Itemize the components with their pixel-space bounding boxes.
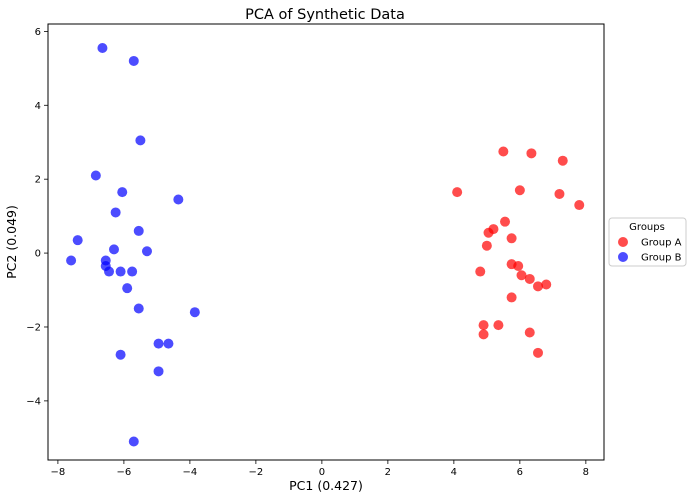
data-point-group-b — [115, 349, 126, 360]
legend-label-group-b: Group B — [641, 253, 682, 264]
plot-area — [47, 23, 605, 461]
data-point-group-b — [108, 244, 119, 255]
data-point-group-a — [475, 266, 486, 277]
y-tick-label: −2 — [26, 322, 41, 333]
data-point-group-a — [557, 155, 568, 166]
data-point-group-a — [554, 188, 565, 199]
data-point-group-a — [533, 281, 544, 292]
data-point-group-a — [506, 233, 517, 244]
data-point-group-b — [122, 283, 133, 294]
y-tick-label: 6 — [35, 27, 41, 38]
data-point-group-b — [97, 43, 108, 54]
y-tick-label: −4 — [26, 396, 41, 407]
data-point-group-a — [506, 292, 517, 303]
chart-title: PCA of Synthetic Data — [245, 7, 405, 23]
x-tick-label: 6 — [517, 467, 523, 478]
data-point-group-a — [526, 148, 537, 159]
data-point-group-a — [483, 227, 494, 238]
data-point-group-a — [478, 329, 489, 340]
data-point-group-b — [117, 187, 128, 198]
x-tick-label: −2 — [249, 467, 264, 478]
x-tick-label: 0 — [319, 467, 325, 478]
data-point-group-a — [524, 273, 535, 284]
data-point-group-b — [135, 135, 146, 146]
x-tick-label: −4 — [183, 467, 198, 478]
data-point-group-b — [189, 307, 200, 318]
data-point-group-b — [153, 338, 164, 349]
x-tick-label: 4 — [451, 467, 457, 478]
data-point-group-a — [541, 279, 552, 290]
data-point-group-b — [104, 266, 115, 277]
data-point-group-a — [500, 216, 511, 227]
y-tick-label: 0 — [35, 249, 41, 260]
data-point-group-a — [481, 240, 492, 251]
data-point-group-b — [163, 338, 174, 349]
data-point-group-a — [493, 320, 504, 331]
data-point-group-a — [516, 270, 527, 281]
x-tick-label: −6 — [117, 467, 132, 478]
x-tick-label: 8 — [583, 467, 589, 478]
data-point-group-b — [110, 207, 121, 218]
x-axis-label: PC1 (0.427) — [289, 478, 363, 493]
x-tick-label: −8 — [51, 467, 66, 478]
legend-marker-group-b — [618, 252, 628, 262]
legend-marker-group-a — [618, 237, 628, 247]
data-point-group-a — [533, 347, 544, 358]
data-points — [66, 43, 585, 447]
data-point-group-b — [127, 266, 138, 277]
data-point-group-b — [128, 55, 139, 66]
data-point-group-b — [128, 436, 139, 447]
legend-box — [608, 217, 687, 267]
data-point-group-b — [66, 255, 77, 266]
data-point-group-b — [72, 235, 83, 246]
data-point-group-b — [141, 246, 152, 257]
y-tick-label: 2 — [35, 175, 41, 186]
y-axis: −4 −2 0 2 4 6 — [26, 27, 48, 407]
data-point-group-b — [153, 366, 164, 377]
x-axis: −8 −6 −4 −2 0 2 4 6 8 — [51, 460, 589, 478]
legend-label-group-a: Group A — [641, 238, 682, 249]
y-axis-label: PC2 (0.049) — [4, 205, 19, 279]
y-tick-label: 4 — [35, 101, 41, 112]
data-point-group-b — [115, 266, 126, 277]
legend-title: Groups — [629, 222, 665, 233]
data-point-group-a — [514, 185, 525, 196]
data-point-group-b — [133, 225, 144, 236]
data-point-group-a — [498, 146, 509, 157]
data-point-group-b — [90, 170, 101, 181]
data-point-group-a — [452, 187, 463, 198]
data-point-group-a — [513, 261, 524, 272]
data-point-group-b — [173, 194, 184, 205]
legend: Groups Group A Group B — [608, 217, 687, 267]
x-tick-label: 2 — [385, 467, 391, 478]
data-point-group-b — [133, 303, 144, 314]
data-point-group-a — [524, 327, 535, 338]
data-point-group-a — [478, 320, 489, 331]
data-point-group-a — [574, 200, 585, 211]
